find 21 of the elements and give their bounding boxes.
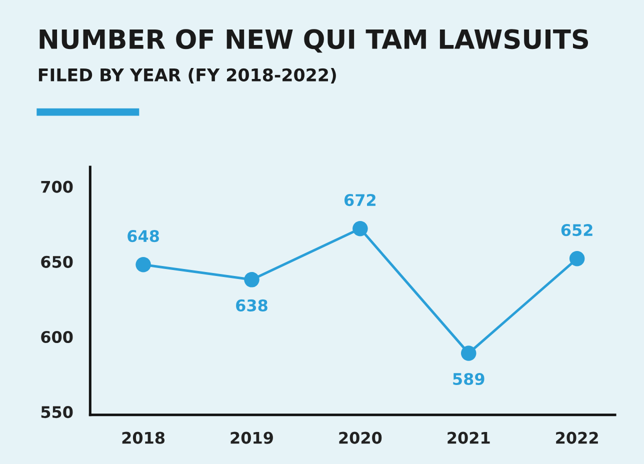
data-label: 672 [344, 194, 376, 206]
y-tick-label: 600 [41, 330, 73, 344]
data-label: 652 [561, 224, 592, 236]
point [244, 272, 260, 288]
y-tick-label: 650 [41, 256, 73, 268]
x-tick-label: 2020 [339, 432, 382, 444]
x-tick-label: 2021 [448, 432, 490, 444]
data-label: 589 [453, 372, 484, 386]
x-tick-label: 2019 [230, 432, 273, 444]
point [136, 257, 151, 272]
data-label: 638 [236, 299, 268, 312]
x-tick-label: 2018 [122, 432, 165, 444]
point [352, 220, 368, 236]
y-tick-label: 700 [41, 180, 73, 193]
point [569, 251, 585, 266]
point [460, 346, 476, 361]
chart-subtitle: FILED BY YEAR (FY 2018-2022) [38, 68, 336, 84]
data-label: 648 [128, 230, 159, 242]
y-tick-label: 550 [41, 406, 73, 418]
x-tick-label: 2022 [556, 432, 598, 444]
chart-title: NUMBER OF NEW QUI TAM LAWSUITS [40, 29, 588, 53]
